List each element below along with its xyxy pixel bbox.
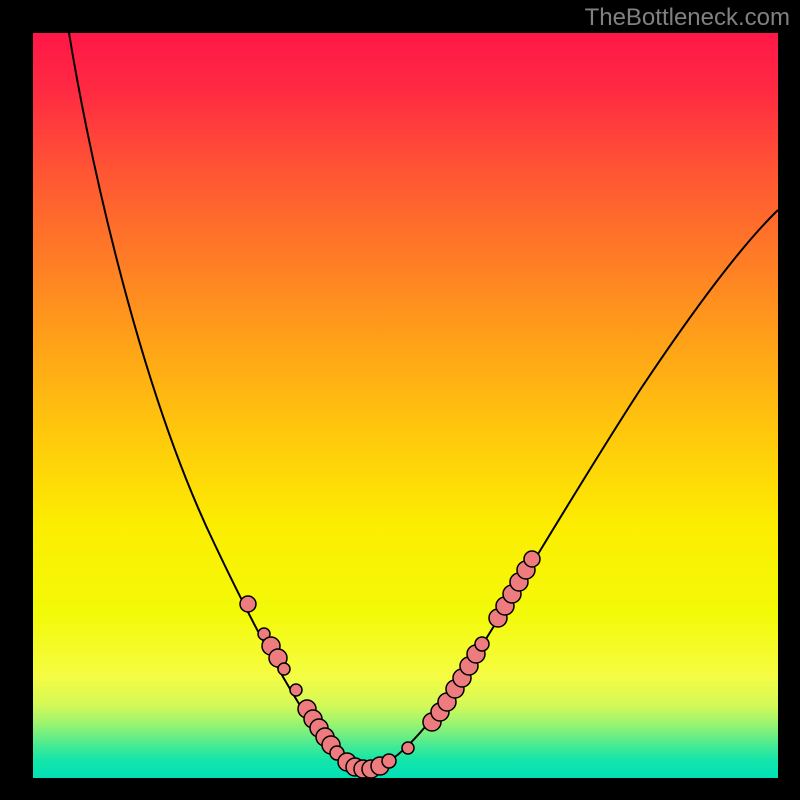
marker-dot [402,742,414,754]
marker-dot [382,754,396,768]
marker-dot [290,684,302,696]
plot-area [33,33,778,778]
marker-dot [278,663,290,675]
curve-left [69,33,362,770]
watermark-text: TheBottleneck.com [585,4,790,32]
canvas: TheBottleneck.com [0,0,800,800]
marker-dot [475,637,489,651]
chart-overlay [0,0,800,800]
marker-dot [240,596,256,612]
marker-dot [524,551,540,567]
curve-right [362,210,778,770]
markers-group [240,551,540,778]
